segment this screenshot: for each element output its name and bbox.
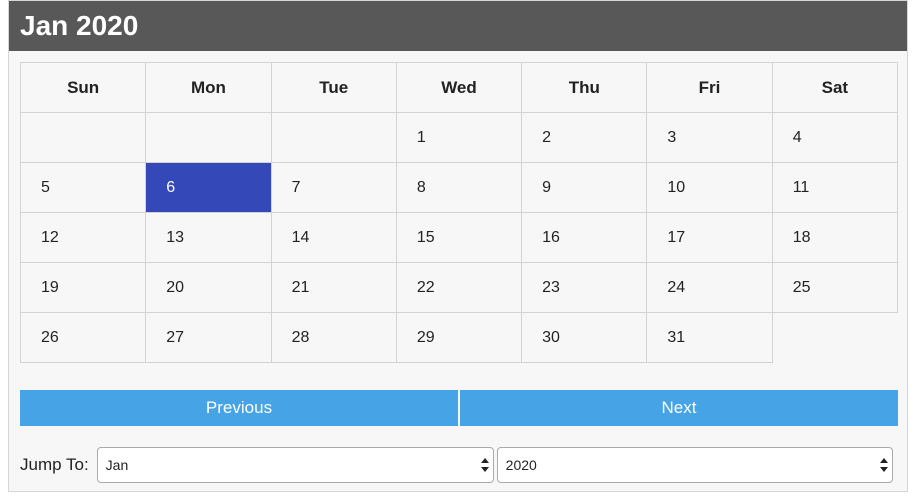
day-cell[interactable]: 7	[270, 162, 397, 213]
day-cell-selected[interactable]: 6	[145, 162, 272, 213]
day-cell[interactable]: 20	[145, 262, 272, 313]
calendar-grid: Sun Mon Tue Wed Thu Fri Sat 1 2 3 4 5 6	[19, 62, 899, 363]
day-cell[interactable]: 1	[395, 112, 523, 163]
day-cell[interactable]: 26	[19, 312, 147, 363]
day-cell[interactable]: 12	[19, 212, 147, 263]
day-cell[interactable]: 30	[521, 312, 648, 363]
jump-to-row: Jump To: Jan 2020	[20, 447, 898, 483]
select-arrows-icon	[480, 458, 489, 472]
jump-to-label: Jump To:	[20, 455, 89, 474]
day-cell[interactable]: 21	[270, 262, 397, 313]
day-cell[interactable]: 11	[771, 162, 899, 213]
week-row: 26 27 28 29 30 31	[19, 312, 898, 363]
day-cell[interactable]: 15	[395, 212, 523, 263]
month-select-value: Jan	[105, 457, 129, 473]
day-cell[interactable]: 3	[646, 112, 773, 163]
day-cell[interactable]: 31	[646, 312, 773, 363]
weekday-mon: Mon	[145, 62, 272, 113]
week-row: 1 2 3 4	[19, 112, 899, 163]
month-select[interactable]: Jan	[96, 447, 494, 483]
day-cell-empty	[772, 312, 898, 363]
weekday-tue: Tue	[270, 62, 397, 113]
weekday-thu: Thu	[521, 62, 648, 113]
day-cell[interactable]: 24	[646, 262, 773, 313]
year-select-value: 2020	[505, 457, 537, 473]
day-cell[interactable]: 27	[145, 312, 272, 363]
day-cell[interactable]: 16	[521, 212, 648, 263]
day-cell[interactable]: 25	[771, 262, 899, 313]
day-cell[interactable]: 22	[395, 262, 523, 313]
previous-button[interactable]: Previous	[20, 390, 458, 426]
next-button[interactable]: Next	[460, 390, 898, 426]
day-cell-empty	[19, 112, 147, 163]
day-cell[interactable]: 17	[646, 212, 773, 263]
weekday-sat: Sat	[771, 62, 899, 113]
day-cell[interactable]: 10	[646, 162, 773, 213]
day-cell[interactable]: 19	[19, 262, 147, 313]
day-cell[interactable]: 18	[771, 212, 899, 263]
weekday-wed: Wed	[395, 62, 523, 113]
select-arrows-icon	[879, 458, 888, 472]
day-cell[interactable]: 5	[19, 162, 147, 213]
day-cell-empty	[145, 112, 272, 163]
year-select[interactable]: 2020	[496, 447, 893, 483]
day-cell[interactable]: 2	[521, 112, 648, 163]
week-row: 12 13 14 15 16 17 18	[19, 212, 899, 263]
week-row: 19 20 21 22 23 24 25	[19, 262, 899, 313]
week-row: 5 6 7 8 9 10 11	[19, 162, 899, 213]
day-cell[interactable]: 14	[270, 212, 397, 263]
day-cell-empty	[270, 112, 397, 163]
weekday-fri: Fri	[646, 62, 773, 113]
month-navigation: Previous Next	[20, 390, 898, 426]
day-cell[interactable]: 13	[145, 212, 272, 263]
day-cell[interactable]: 8	[395, 162, 523, 213]
day-cell[interactable]: 23	[521, 262, 648, 313]
day-cell[interactable]: 9	[521, 162, 648, 213]
calendar-card: Jan 2020 Sun Mon Tue Wed Thu Fri Sat 1 2…	[8, 0, 908, 492]
day-cell[interactable]: 29	[395, 312, 523, 363]
weekday-sun: Sun	[19, 62, 147, 113]
weekday-header-row: Sun Mon Tue Wed Thu Fri Sat	[19, 62, 899, 113]
day-cell[interactable]: 4	[771, 112, 899, 163]
calendar-title: Jan 2020	[9, 1, 907, 51]
day-cell[interactable]: 28	[270, 312, 397, 363]
